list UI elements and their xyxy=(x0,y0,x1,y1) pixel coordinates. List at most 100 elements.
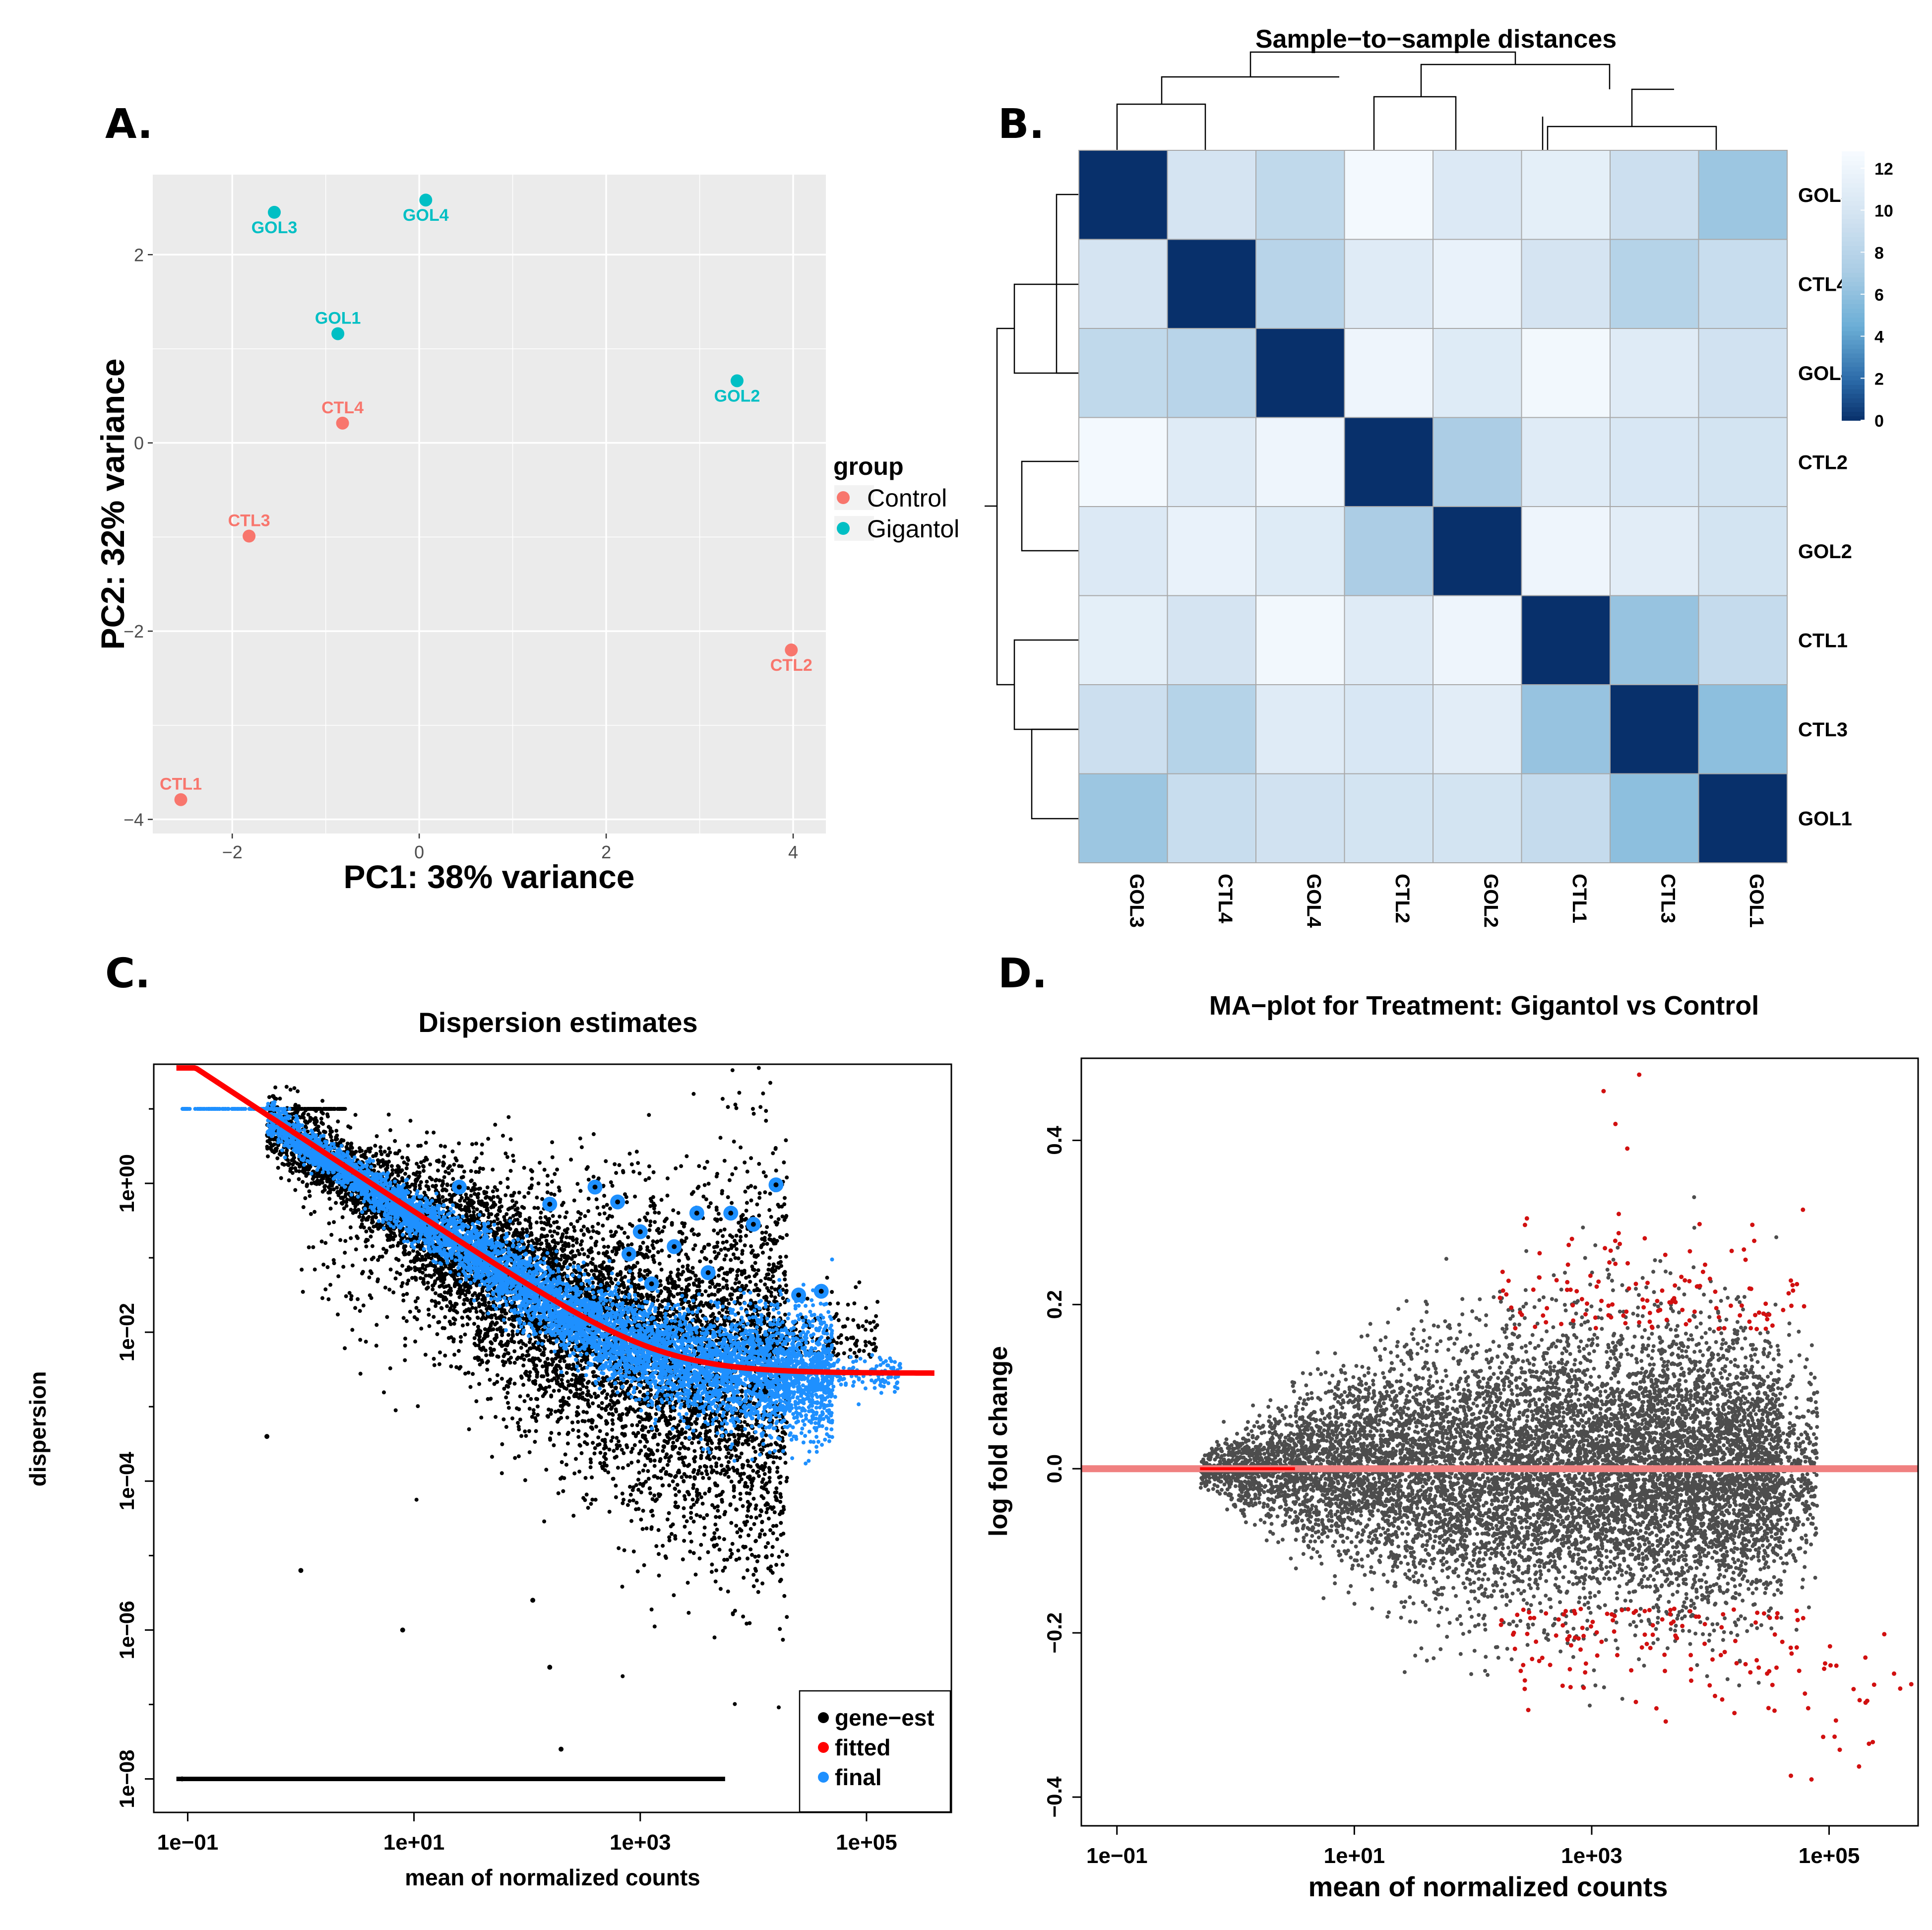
heatmap-column-label-ctl2: CTL2 xyxy=(1391,874,1413,923)
pca-panel: A. −2 0 2 4 −4 −2 0 2 GOL3 GOL4 GOL1 GOL2 CTL4 CTL3 C… xyxy=(94,101,959,895)
pca-xtick-label: 4 xyxy=(788,842,798,862)
pca-point-ctl1 xyxy=(174,793,187,806)
heatmap-cell-gol2-gol4 xyxy=(1255,506,1345,596)
heatmap-cell-ctl4-gol1 xyxy=(1698,239,1788,329)
heatmap-colorbar-segment xyxy=(1842,366,1865,372)
heatmap-cell-gol2-gol1 xyxy=(1698,506,1788,596)
pca-legend-marker-control xyxy=(837,491,850,504)
dispersion-outlier-point xyxy=(649,1281,654,1287)
heatmap-cell-gol4-gol4 xyxy=(1255,328,1345,418)
heatmap-cell-ctl3-ctl3 xyxy=(1610,684,1699,774)
heatmap-colorbar-segment xyxy=(1842,357,1865,363)
heatmap-cell-ctl1-ctl3 xyxy=(1610,595,1699,685)
heatmap-cell-ctl4-gol4 xyxy=(1255,239,1345,329)
ma-ytick-label: −0.2 xyxy=(1043,1612,1066,1654)
pca-point-label-gol1: GOL1 xyxy=(315,309,361,328)
heatmap-colorbar-segment xyxy=(1842,308,1865,314)
heatmap-colorbar-segment xyxy=(1842,290,1865,296)
heatmap-colorbar-segment xyxy=(1842,384,1865,389)
dispersion-outlier-point xyxy=(750,1222,756,1227)
pca-ticks: −2 0 2 4 −4 −2 0 2 xyxy=(124,245,798,862)
heatmap-colorbar-segment xyxy=(1842,227,1865,233)
dispersion-x-axis-label: mean of normalized counts xyxy=(405,1865,700,1890)
ma-panel: D. MA−plot for Treatment: Gigantol vs Co… xyxy=(984,950,1919,1902)
ma-gene-points xyxy=(1198,1195,1819,1708)
pca-point-ctl4 xyxy=(336,416,349,430)
dispersion-legend-marker-final xyxy=(818,1772,829,1783)
heatmap-colorbar-segment xyxy=(1842,286,1865,291)
ma-xtick-label: 1e−01 xyxy=(1086,1844,1148,1868)
heatmap-colorbar-segment xyxy=(1842,165,1865,170)
heatmap-cell-ctl3-ctl2 xyxy=(1344,684,1433,774)
heatmap-cell-ctl3-gol3 xyxy=(1078,684,1168,774)
dispersion-isolated-point xyxy=(559,1746,564,1752)
heatmap-colorbar-segment xyxy=(1842,380,1865,385)
heatmap-cell-gol3-ctl3 xyxy=(1610,150,1699,240)
panel-letter-c: C. xyxy=(105,950,150,997)
dispersion-isolated-point xyxy=(530,1598,536,1603)
pca-point-gol2 xyxy=(730,374,744,387)
heatmap-colorbar-segment xyxy=(1842,223,1865,228)
ma-xtick-label: 1e+03 xyxy=(1561,1844,1622,1868)
heatmap-cell-gol2-ctl3 xyxy=(1610,506,1699,596)
pca-legend-title: group xyxy=(833,452,904,480)
dispersion-legend-label-fitted: fitted xyxy=(835,1735,890,1760)
pca-points: GOL3 GOL4 GOL1 GOL2 CTL4 CTL3 CTL2 CTL1 xyxy=(160,193,812,806)
pca-point-label-ctl2: CTL2 xyxy=(770,656,812,675)
heatmap-cell-gol3-ctl1 xyxy=(1521,150,1611,240)
heatmap-cell-gol3-gol1 xyxy=(1698,150,1788,240)
ma-title: MA−plot for Treatment: Gigantol vs Contr… xyxy=(1209,991,1759,1021)
dispersion-outlier-point xyxy=(637,1229,643,1234)
heatmap-panel: B. Sample−to−sample distances GOL3CTL4GO… xyxy=(985,25,1893,928)
ma-ytick-label: −0.4 xyxy=(1043,1776,1066,1818)
dispersion-panel: C. Dispersion estimates 1e−01 1e+01 1e+03 1… xyxy=(25,950,952,1890)
pca-xtick-label: 2 xyxy=(601,842,611,862)
heatmap-cell-ctl1-gol2 xyxy=(1433,595,1522,685)
heatmap-colorbar-segment xyxy=(1842,169,1865,175)
heatmap-colorbar-segment xyxy=(1842,335,1865,340)
heatmap-colorbar-segment xyxy=(1842,254,1865,259)
dispersion-fitted-curve xyxy=(176,1065,935,1376)
ma-ytick-label: 0.4 xyxy=(1043,1126,1066,1155)
heatmap-colorbar-segment xyxy=(1842,397,1865,403)
heatmap-cell-gol4-gol1 xyxy=(1698,328,1788,418)
dispersion-legend-marker-fitted xyxy=(818,1742,829,1753)
heatmap-colorbar-tick-label: 6 xyxy=(1874,286,1884,305)
heatmap-cell-gol4-ctl4 xyxy=(1167,328,1256,418)
heatmap-column-label-gol1: GOL1 xyxy=(1745,874,1767,928)
heatmap-cell-ctl1-gol3 xyxy=(1078,595,1168,685)
dispersion-plot-background xyxy=(154,1064,951,1812)
heatmap-colorbar-segment xyxy=(1842,295,1865,300)
dispersion-plot-frame xyxy=(153,1063,952,1813)
heatmap-cell-ctl4-ctl1 xyxy=(1521,239,1611,329)
dispersion-ytick-label: 1e−06 xyxy=(115,1601,138,1659)
heatmap-colorbar-segment xyxy=(1842,362,1865,367)
heatmap-row-label-gol1: GOL1 xyxy=(1798,808,1852,830)
dispersion-outlier-point xyxy=(796,1292,802,1298)
heatmap-cell-ctl3-ctl4 xyxy=(1167,684,1256,774)
heatmap-colorbar-segment xyxy=(1842,388,1865,394)
dispersion-outlier-point xyxy=(456,1184,462,1190)
dispersion-ticks: 1e−01 1e+01 1e+03 1e+05 1e−08 1e−06 1e−04 1e−02… xyxy=(115,1108,897,1855)
heatmap-colorbar-segment xyxy=(1842,156,1865,161)
dispersion-outlier-point xyxy=(705,1270,711,1276)
panel-letter-a: A. xyxy=(105,101,153,148)
heatmap-colorbar-tick-label: 4 xyxy=(1874,328,1884,347)
heatmap-cell-gol3-gol3 xyxy=(1078,150,1168,240)
heatmap-colorbar-segment xyxy=(1842,281,1865,286)
heatmap-cell-gol3-ctl4 xyxy=(1167,150,1256,240)
heatmap-colorbar-segment xyxy=(1842,299,1865,305)
heatmap-cell-gol4-ctl1 xyxy=(1521,328,1611,418)
dispersion-outlier-point xyxy=(694,1211,699,1216)
pca-plot-background xyxy=(153,175,826,834)
heatmap-colorbar-segment xyxy=(1842,174,1865,179)
heatmap-column-label-ctl3: CTL3 xyxy=(1657,874,1679,923)
heatmap-column-label-gol2: GOL2 xyxy=(1480,874,1501,928)
heatmap-cell-gol3-ctl2 xyxy=(1344,150,1433,240)
heatmap-colorbar-segment xyxy=(1842,258,1865,264)
ma-plot-frame xyxy=(1080,1057,1919,1827)
dispersion-xtick-label: 1e−01 xyxy=(157,1830,219,1855)
dispersion-ytick-label: 1e−08 xyxy=(115,1749,138,1808)
heatmap-cell-gol4-ctl2 xyxy=(1344,328,1433,418)
heatmap-row-label-ctl1: CTL1 xyxy=(1798,630,1848,651)
